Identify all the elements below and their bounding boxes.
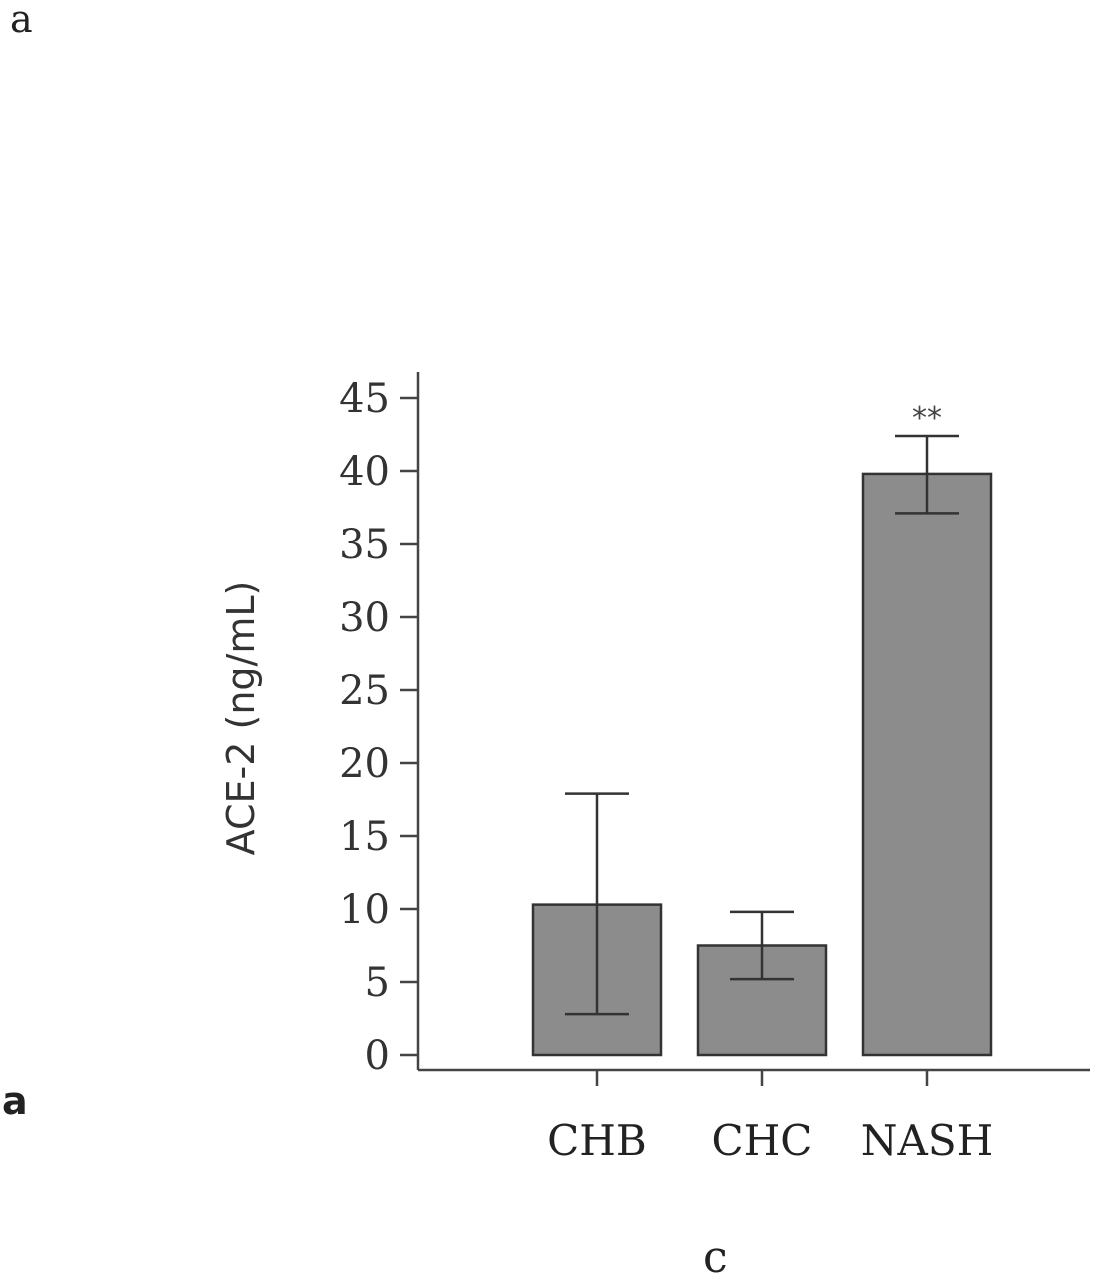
y-tick-label: 10	[339, 887, 390, 933]
y-tick-label: 40	[339, 449, 390, 495]
y-tick-label: 25	[339, 668, 390, 714]
error-bars-layer: **	[565, 401, 959, 1016]
panel-label-top: a	[10, 0, 33, 41]
panel-label-bottom: c	[703, 1232, 728, 1283]
y-tick-label: 0	[365, 1033, 390, 1079]
bars-layer	[531, 472, 993, 1057]
x-tick-label-nash: NASH	[861, 1116, 993, 1165]
x-tick-label-chc: CHC	[712, 1116, 813, 1165]
y-tick-label: 15	[339, 814, 390, 860]
panel-label-middle: a	[2, 1079, 28, 1123]
bar-nash	[861, 472, 993, 1057]
y-tick-label: 20	[339, 741, 390, 787]
axes-layer: 0 5 10 15 20 25 30 35 40 45 CHB CHC NASH	[339, 372, 1090, 1165]
y-tick-label: 45	[339, 376, 390, 422]
y-tick-label: 35	[339, 522, 390, 568]
x-tick-label-chb: CHB	[547, 1116, 647, 1165]
y-tick-label: 30	[339, 595, 390, 641]
significance-annotation: **	[912, 401, 942, 436]
y-axis-label: ACE-2 (ng/mL)	[219, 581, 263, 856]
y-tick-label: 5	[365, 960, 390, 1006]
